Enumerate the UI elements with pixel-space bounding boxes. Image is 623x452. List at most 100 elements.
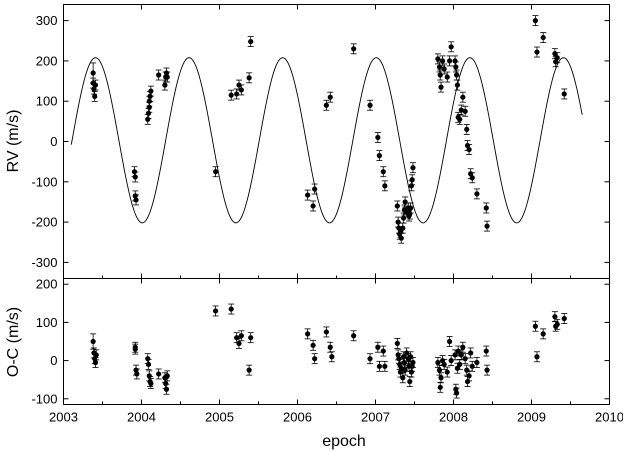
- residual-y-axis-ticks: -100 0 100 200: [31, 277, 610, 406]
- rv-data-point: [146, 98, 152, 104]
- res-data-point: [441, 361, 447, 368]
- res-data-point: [466, 373, 472, 379]
- res-data-point: [483, 348, 489, 354]
- rv-y-tick-label: -100: [31, 174, 57, 189]
- rv-data-point: [396, 225, 402, 231]
- res-data-point: [90, 338, 96, 345]
- rv-data-point: [238, 87, 244, 93]
- rv-data-point: [380, 169, 386, 175]
- rv-data-point: [438, 84, 444, 90]
- res-data-point: [404, 350, 410, 356]
- res-data-point: [236, 340, 242, 347]
- rv-data-point: [561, 91, 567, 97]
- rv-data-point: [147, 93, 153, 99]
- res-data-point: [145, 356, 151, 362]
- x-tick-label: 2008: [439, 410, 468, 425]
- res-data-point: [540, 331, 546, 337]
- rv-data-point: [312, 186, 318, 192]
- res-data-point: [462, 356, 468, 362]
- res-data-point: [401, 359, 407, 366]
- rv-data-point: [376, 153, 382, 159]
- res-data-point: [246, 367, 252, 373]
- rv-data-point: [454, 72, 460, 78]
- res-data-point: [561, 315, 567, 322]
- res-data-point: [484, 367, 490, 373]
- res-data-point: [146, 373, 152, 379]
- rv-data-point: [400, 225, 406, 231]
- rv-data-point: [468, 171, 474, 177]
- rv-data-point: [145, 116, 151, 122]
- rv-data-point: [454, 82, 460, 88]
- res-data-point: [164, 373, 170, 379]
- res-data-point: [455, 348, 461, 354]
- rv-data-point: [402, 199, 408, 205]
- res-data-point: [437, 384, 443, 390]
- rv-data-point: [410, 165, 416, 171]
- res-data-point: [454, 390, 460, 396]
- rv-data-point: [444, 74, 450, 80]
- res-data-point: [148, 380, 154, 387]
- rv-y-tick-label: 200: [36, 53, 58, 68]
- res-y-tick-label: -100: [31, 391, 57, 406]
- res-y-tick-label: 100: [36, 315, 58, 330]
- res-data-point: [375, 344, 381, 350]
- res-data-point: [460, 344, 466, 350]
- rv-data-point: [248, 38, 254, 45]
- residual-plot-frame: [63, 278, 610, 405]
- x-tick-label: 2004: [127, 410, 156, 425]
- rv-panel: -300 -200 -100 0 100 200 300 RV (m/s): [5, 4, 610, 279]
- rv-data-point: [436, 64, 443, 70]
- rv-data-point: [400, 215, 407, 221]
- residual-data-points: [90, 306, 567, 396]
- rv-data-point: [409, 177, 415, 183]
- res-data-point: [407, 378, 413, 385]
- res-data-point: [464, 367, 470, 373]
- res-data-point: [408, 369, 414, 375]
- res-data-point: [469, 363, 475, 369]
- rv-data-point: [305, 192, 311, 198]
- res-data-point: [238, 333, 244, 339]
- rv-data-point: [132, 174, 138, 180]
- rv-data-point: [156, 72, 162, 78]
- res-data-point: [435, 359, 441, 366]
- rv-data-point: [457, 116, 463, 122]
- rv-data-point: [553, 59, 559, 65]
- residual-x-axis-ticks: 2003 2004 2005 2006 2007 2008 2009 2010: [49, 278, 623, 425]
- rv-data-point: [437, 72, 443, 78]
- rv-data-points: [90, 18, 567, 241]
- rv-data-point: [554, 55, 560, 61]
- rv-data-point: [458, 107, 464, 113]
- res-data-point: [436, 367, 443, 373]
- rv-data-point: [484, 223, 490, 229]
- residual-error-bars: [90, 303, 568, 399]
- rv-data-point: [462, 108, 468, 114]
- rv-data-point: [133, 197, 139, 203]
- res-data-point: [310, 342, 316, 348]
- res-y-tick-label: 0: [50, 353, 57, 368]
- x-tick-label: 2006: [283, 410, 312, 425]
- rv-data-point: [394, 203, 400, 209]
- res-data-point: [457, 361, 463, 368]
- rv-data-point: [407, 211, 413, 217]
- rv-data-point: [90, 70, 96, 76]
- res-data-point: [396, 356, 402, 362]
- rv-data-point: [164, 74, 170, 80]
- res-y-tick-label: 200: [36, 277, 58, 292]
- rv-data-point: [91, 86, 97, 92]
- x-axis-label: epoch: [322, 433, 366, 450]
- res-data-point: [468, 350, 474, 356]
- rv-data-point: [146, 104, 152, 110]
- rv-data-point: [92, 82, 99, 88]
- rv-data-point: [163, 70, 170, 76]
- rv-data-point: [532, 18, 539, 24]
- rv-data-point: [452, 58, 458, 64]
- rv-data-point: [148, 88, 154, 94]
- rv-data-point: [552, 51, 558, 57]
- res-data-point: [351, 333, 357, 339]
- res-data-point: [380, 348, 386, 354]
- x-tick-label: 2009: [517, 410, 546, 425]
- rv-y-tick-label: 300: [36, 13, 58, 28]
- res-data-point: [444, 369, 450, 375]
- rv-data-point: [145, 110, 152, 116]
